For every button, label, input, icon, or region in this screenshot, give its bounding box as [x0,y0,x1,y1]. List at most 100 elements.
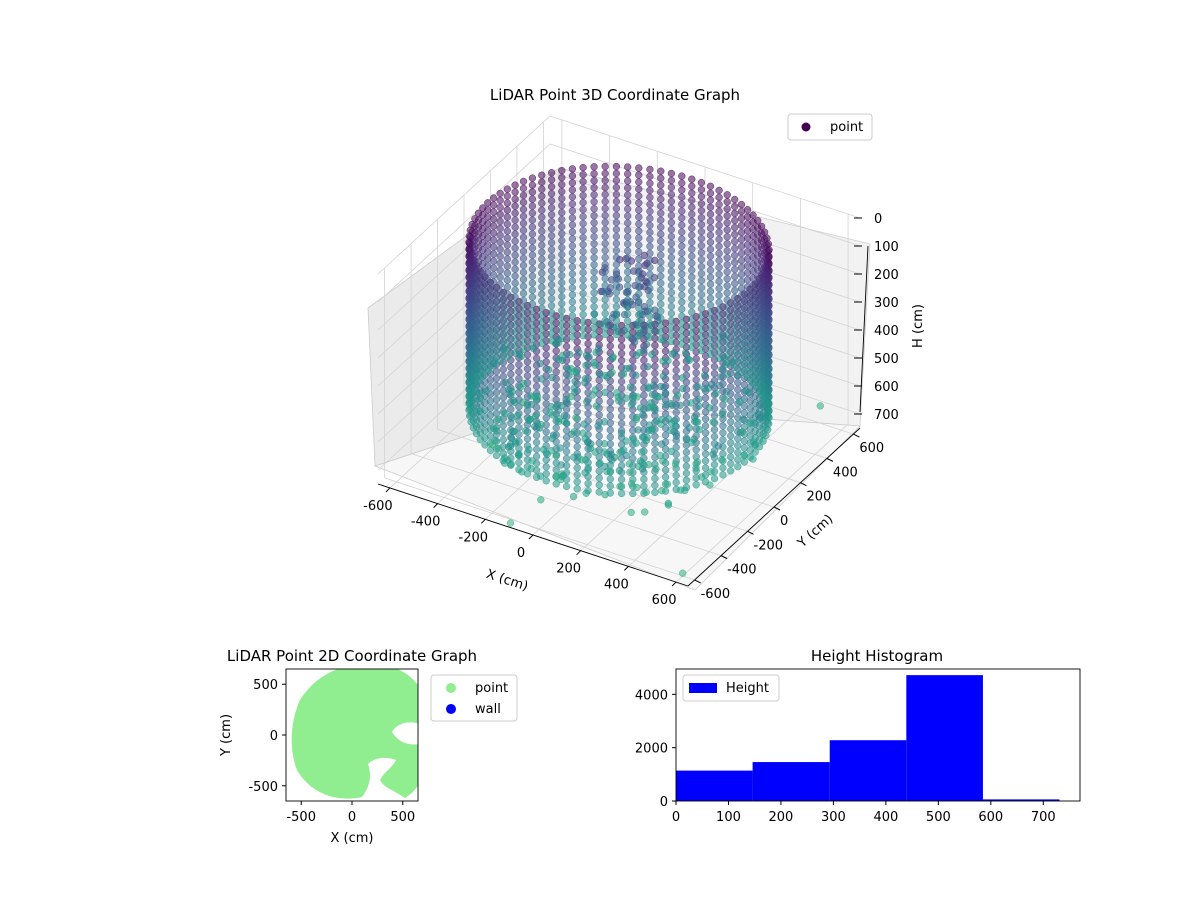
point-marker [731,202,739,211]
point-marker [579,247,587,256]
point-marker [679,384,687,393]
point-marker [635,325,643,333]
point-marker [723,254,731,262]
point-marker [624,247,632,255]
point-marker [710,397,719,406]
point-marker [579,177,587,186]
histogram-bar [829,740,907,801]
point-marker [672,366,680,375]
point-marker [528,202,537,210]
point-marker [595,411,603,419]
point-marker [490,341,498,349]
point-marker [532,412,540,420]
point-marker [678,284,686,292]
point-marker [737,326,746,335]
point-marker [757,376,766,385]
point-marker [612,225,621,234]
point-marker [667,274,676,283]
point-marker [601,176,609,185]
point-marker [667,197,676,206]
point-marker [667,260,676,269]
point-marker [688,196,696,204]
point-marker [528,244,537,252]
y-tick-mark [773,506,781,511]
point-marker [547,197,556,205]
grid-line-y [410,243,722,556]
point-marker [595,488,603,496]
point-marker [503,318,511,326]
point-marker [490,257,498,265]
point-marker [692,369,700,377]
point-marker [667,239,676,248]
point-marker [548,434,557,443]
point-marker [511,321,519,329]
point-marker [678,200,686,208]
point-marker [496,210,504,219]
point-marker [532,438,541,447]
point-marker [496,301,504,310]
point-marker [682,348,690,357]
point-marker [590,226,598,234]
point-marker [564,399,572,408]
point-marker [715,319,723,328]
point-marker [579,240,587,249]
point-marker [731,237,739,246]
legend-2d: point wall [430,674,518,722]
point-marker [688,308,696,316]
point-marker [646,193,654,202]
point-marker [697,213,706,222]
point-marker [562,447,571,456]
point-marker [746,419,754,427]
y-ticks-hist: 0 2000 4000 [635,688,676,810]
point-marker [661,347,670,355]
point-marker [579,163,587,172]
point-marker [737,200,746,209]
point-marker [646,214,654,223]
point-marker [503,262,511,270]
point-marker [688,182,696,190]
point-marker [572,413,580,422]
point-marker [601,330,609,339]
point-marker [496,329,504,338]
y-tick-label: -400 [727,563,757,578]
point-marker [595,481,603,489]
point-marker [678,270,686,278]
point-marker [688,280,696,288]
histogram-bars [676,675,1060,801]
point-marker [579,303,587,312]
point-marker [590,219,598,227]
point-marker [640,391,648,399]
point-marker [612,302,621,311]
point-marker [519,240,528,249]
point-marker [565,372,573,380]
point-marker [601,371,609,380]
point-marker [688,301,696,309]
point-marker [601,267,609,276]
point-marker [635,241,643,249]
point-marker [519,184,528,193]
point-marker [721,395,729,403]
point-marker [657,258,665,266]
point-marker [757,264,766,273]
point-marker [490,285,498,293]
point-marker [706,224,715,232]
point-marker [579,219,587,228]
point-marker [731,272,739,281]
point-marker [737,291,746,300]
legend-label-point-2d: point [475,681,508,696]
point-marker [624,219,632,227]
point-marker [697,297,706,306]
point-marker [646,186,654,195]
point-marker [640,377,648,385]
lidar-2d-plot: LiDAR Point 2D Coordinate Graph -500 0 500… [219,647,518,846]
point-marker [715,340,723,349]
point-marker [547,330,556,338]
point-marker [612,309,621,318]
point-marker [617,349,626,358]
point-marker [511,286,519,294]
point-marker [616,448,624,456]
point-marker [606,433,614,441]
point-marker [542,428,550,436]
point-marker [486,404,495,412]
